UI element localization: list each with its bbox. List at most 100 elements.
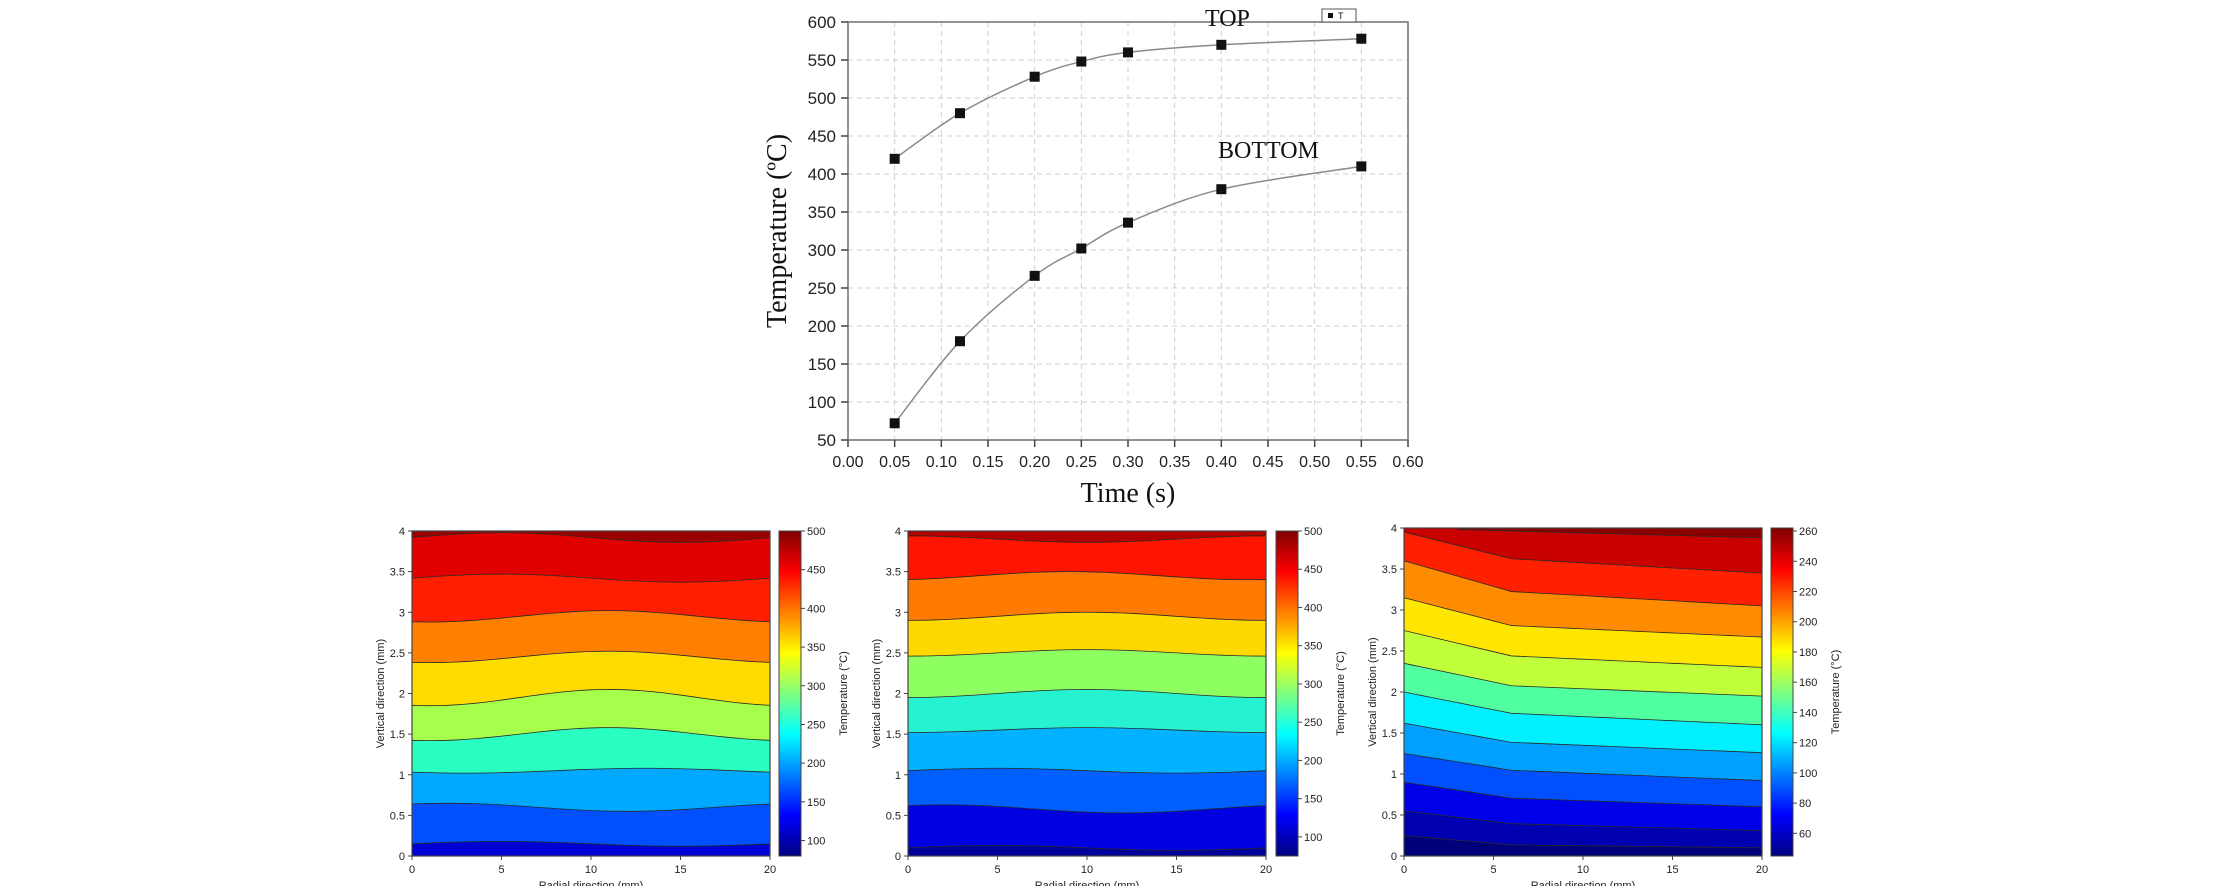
- x-tick-label: 15: [1170, 864, 1182, 876]
- contour-band: [1404, 835, 1762, 856]
- colorbar-tick-label: 300: [1304, 679, 1322, 691]
- y-tick-label: 4: [1391, 523, 1397, 535]
- y-tick-label: 0.5: [1382, 810, 1397, 822]
- data-point: [889, 418, 900, 429]
- y-tick-label: 550: [808, 51, 836, 70]
- x-tick-label: 15: [1666, 864, 1678, 876]
- y-tick-label: 2.5: [1382, 646, 1397, 658]
- y-tick-label: 2: [895, 689, 901, 701]
- x-tick-label: 0: [409, 864, 415, 876]
- colorbar-label: Temperature (°C): [1335, 651, 1347, 735]
- colorbar-label: Temperature (°C): [1830, 650, 1842, 734]
- data-point: [1123, 47, 1133, 58]
- x-tick-label: 0.30: [1112, 454, 1143, 471]
- y-tick-label: 3: [1391, 605, 1397, 617]
- x-tick-label: 0.25: [1066, 454, 1097, 471]
- colorbar-tick-label: 260: [1799, 526, 1817, 538]
- data-point: [1076, 243, 1087, 254]
- y-tick-label: 1.5: [1382, 728, 1397, 740]
- y-tick-label: 0: [895, 851, 901, 863]
- y-tick-label: 1.5: [390, 729, 405, 741]
- data-point: [1216, 184, 1227, 195]
- y-tick-label: 0: [1391, 851, 1397, 863]
- colorbar-tick-label: 100: [1799, 768, 1817, 780]
- colorbar: [1770, 527, 1794, 857]
- x-tick-label: 0.60: [1392, 454, 1423, 471]
- y-tick-label: 4: [895, 526, 901, 538]
- x-tick-label: 0.00: [832, 454, 863, 471]
- x-tick-label: 10: [1577, 864, 1589, 876]
- x-tick-label: 0.20: [1019, 454, 1050, 471]
- x-tick-label: 0: [905, 864, 911, 876]
- y-tick-label: 2.5: [390, 648, 405, 660]
- data-point: [955, 336, 965, 347]
- data-point: [1216, 39, 1227, 50]
- y-tick-label: 1: [399, 770, 405, 782]
- y-tick-label: 2: [1391, 687, 1397, 699]
- y-tick-label: 3: [895, 607, 901, 619]
- x-tick-label: 20: [1260, 864, 1272, 876]
- colorbar: [1275, 530, 1299, 857]
- y-tick-label: 300: [808, 241, 836, 260]
- y-tick-label: 3.5: [886, 567, 901, 579]
- colorbar-tick-label: 180: [1799, 647, 1817, 659]
- data-point: [1076, 56, 1087, 67]
- legend-marker: [1328, 13, 1333, 18]
- colorbar-tick-label: 80: [1799, 798, 1811, 810]
- legend-box: [1321, 8, 1357, 23]
- x-tick-label: 0.15: [972, 454, 1003, 471]
- y-tick-label: 100: [808, 393, 836, 412]
- series-label-bottom: BOTTOM: [1218, 138, 1319, 164]
- data-point: [1356, 33, 1367, 44]
- y-tick-label: 600: [808, 13, 836, 32]
- y-axis-label: Vertical direction (mm): [871, 639, 883, 748]
- x-axis-label: Radial direction (mm): [1531, 880, 1636, 886]
- contour-band: [908, 804, 1266, 856]
- x-tick-label: 15: [674, 864, 686, 876]
- colorbar-tick-label: 220: [1799, 586, 1817, 598]
- contour-band: [412, 840, 770, 856]
- colorbar: [778, 530, 802, 857]
- x-tick-label: 20: [764, 864, 776, 876]
- x-tick-label: 0.10: [926, 454, 957, 471]
- y-tick-label: 2: [399, 689, 405, 701]
- x-tick-label: 10: [1081, 864, 1093, 876]
- colorbar-tick-label: 150: [807, 797, 825, 809]
- colorbar-tick-label: 500: [1304, 526, 1322, 538]
- x-tick-label: 5: [994, 864, 1000, 876]
- contour-band: [908, 845, 1266, 856]
- x-tick-label: 0.45: [1252, 454, 1283, 471]
- x-tick-label: 0.35: [1159, 454, 1190, 471]
- x-tick-label: 0.55: [1346, 454, 1377, 471]
- colorbar-tick-label: 500: [807, 526, 825, 538]
- data-point: [889, 153, 900, 164]
- colorbar-tick-label: 100: [807, 836, 825, 848]
- y-tick-label: 2.5: [886, 648, 901, 660]
- colorbar-label: Temperature (°C): [838, 651, 850, 735]
- colorbar-tick-label: 400: [1304, 602, 1322, 614]
- x-axis-label: Time (s): [1081, 478, 1176, 509]
- data-point: [1356, 161, 1367, 172]
- y-tick-label: 500: [808, 89, 836, 108]
- x-tick-label: 5: [1490, 864, 1496, 876]
- data-point: [1029, 270, 1040, 281]
- legend-label: T: [1338, 11, 1344, 21]
- data-point: [1123, 217, 1133, 228]
- series-label-top: TOP: [1205, 6, 1250, 32]
- y-tick-label: 3.5: [390, 567, 405, 579]
- contour-field: [908, 531, 1266, 856]
- colorbar-tick-label: 200: [1799, 617, 1817, 629]
- y-tick-label: 0.5: [390, 810, 405, 822]
- x-tick-label: 10: [585, 864, 597, 876]
- y-tick-label: 1: [895, 770, 901, 782]
- colorbar-tick-label: 120: [1799, 738, 1817, 750]
- colorbar-tick-label: 150: [1304, 794, 1322, 806]
- colorbar-tick-label: 200: [1304, 755, 1322, 767]
- colorbar-tick-label: 350: [807, 642, 825, 654]
- colorbar-tick-label: 400: [807, 603, 825, 615]
- colorbar-tick-label: 140: [1799, 707, 1817, 719]
